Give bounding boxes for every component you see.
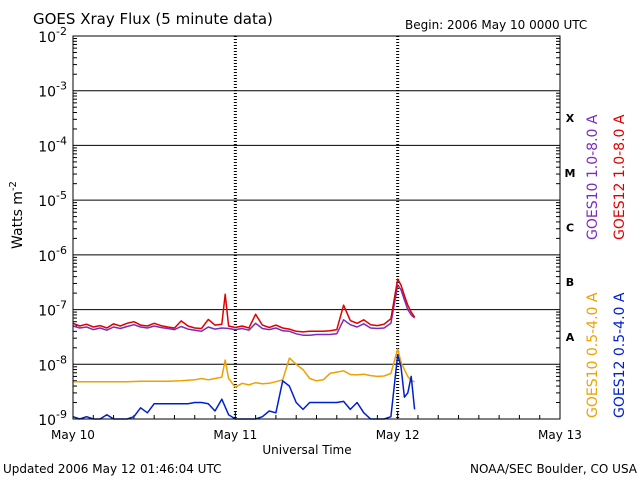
y-tick-label: 10-5	[38, 189, 67, 210]
y-tick-exponent: -2	[56, 25, 67, 38]
x-tick-label: May 12	[376, 428, 420, 442]
series-lines	[72, 278, 416, 420]
flare-class-label: B	[566, 276, 574, 289]
y-tick-label: 10-3	[38, 80, 67, 101]
x-tick-label: May 13	[538, 428, 582, 442]
begin-label: Begin: 2006 May 10 0000 UTC	[405, 18, 587, 32]
series-line-goes10-short	[73, 348, 415, 389]
y-axis-label: Watts m-2	[8, 181, 26, 249]
chart-title: GOES Xray Flux (5 minute data)	[33, 10, 273, 28]
y-tick-label: 10-2	[38, 25, 67, 46]
legend-goes10-short: GOES10 0.5-4.0 A	[585, 292, 601, 418]
y-tick-base: 10	[38, 194, 56, 210]
grid-lines	[73, 90, 560, 365]
x-axis-label: Universal Time	[262, 443, 351, 457]
plot-frame	[72, 35, 561, 420]
legend-goes10-long: GOES10 1.0-8.0 A	[585, 114, 601, 240]
y-tick-base: 10	[38, 304, 56, 320]
y-tick-label: 10-6	[38, 244, 67, 265]
legend-goes12-long: GOES12 1.0-8.0 A	[612, 114, 628, 240]
y-tick-base: 10	[38, 413, 56, 429]
y-tick-label: 10-9	[38, 408, 67, 429]
x-tick-label: May 11	[213, 428, 257, 442]
credit-label: NOAA/SEC Boulder, CO USA	[470, 462, 638, 476]
legend: GOES10 1.0-8.0 A GOES12 1.0-8.0 A GOES10…	[585, 114, 628, 418]
y-axis-tick-labels: 10-910-810-710-610-510-410-310-2	[38, 25, 67, 429]
y-tick-label: 10-4	[38, 134, 67, 155]
y-tick-base: 10	[38, 139, 56, 155]
x-axis-tick-labels: May 10 May 11 May 12 May 13	[51, 428, 582, 442]
y-tick-base: 10	[38, 358, 56, 374]
flare-class-labels: A B C M X	[565, 112, 576, 344]
y-tick-exponent: -6	[56, 244, 67, 257]
y-tick-exponent: -5	[56, 189, 67, 202]
series-line-goes12-long	[72, 278, 416, 333]
y-tick-base: 10	[38, 30, 56, 46]
y-tick-base: 10	[38, 85, 56, 101]
y-tick-label: 10-8	[38, 353, 67, 374]
y-tick-base: 10	[38, 249, 56, 265]
updated-timestamp: Updated 2006 May 12 01:46:04 UTC	[3, 462, 221, 476]
day-separators	[233, 36, 400, 419]
y-tick-exponent: -4	[56, 134, 67, 147]
y-tick-exponent: -8	[56, 353, 67, 366]
flare-class-label: X	[566, 112, 575, 125]
series-line-goes10-long	[72, 284, 416, 336]
y-tick-exponent: -9	[56, 408, 67, 421]
x-tick-label: May 10	[51, 428, 95, 442]
y-axis-label-superscript: -2	[8, 181, 19, 191]
y-axis-ticks	[73, 38, 560, 404]
y-tick-label: 10-7	[38, 299, 67, 320]
legend-goes12-short: GOES12 0.5-4.0 A	[612, 292, 628, 418]
y-tick-exponent: -3	[56, 80, 67, 93]
y-tick-exponent: -7	[56, 299, 67, 312]
flare-class-label: A	[566, 331, 575, 344]
flare-class-label: M	[565, 167, 576, 180]
y-axis-label-text: Watts m	[10, 191, 26, 249]
flare-class-label: C	[566, 222, 574, 235]
